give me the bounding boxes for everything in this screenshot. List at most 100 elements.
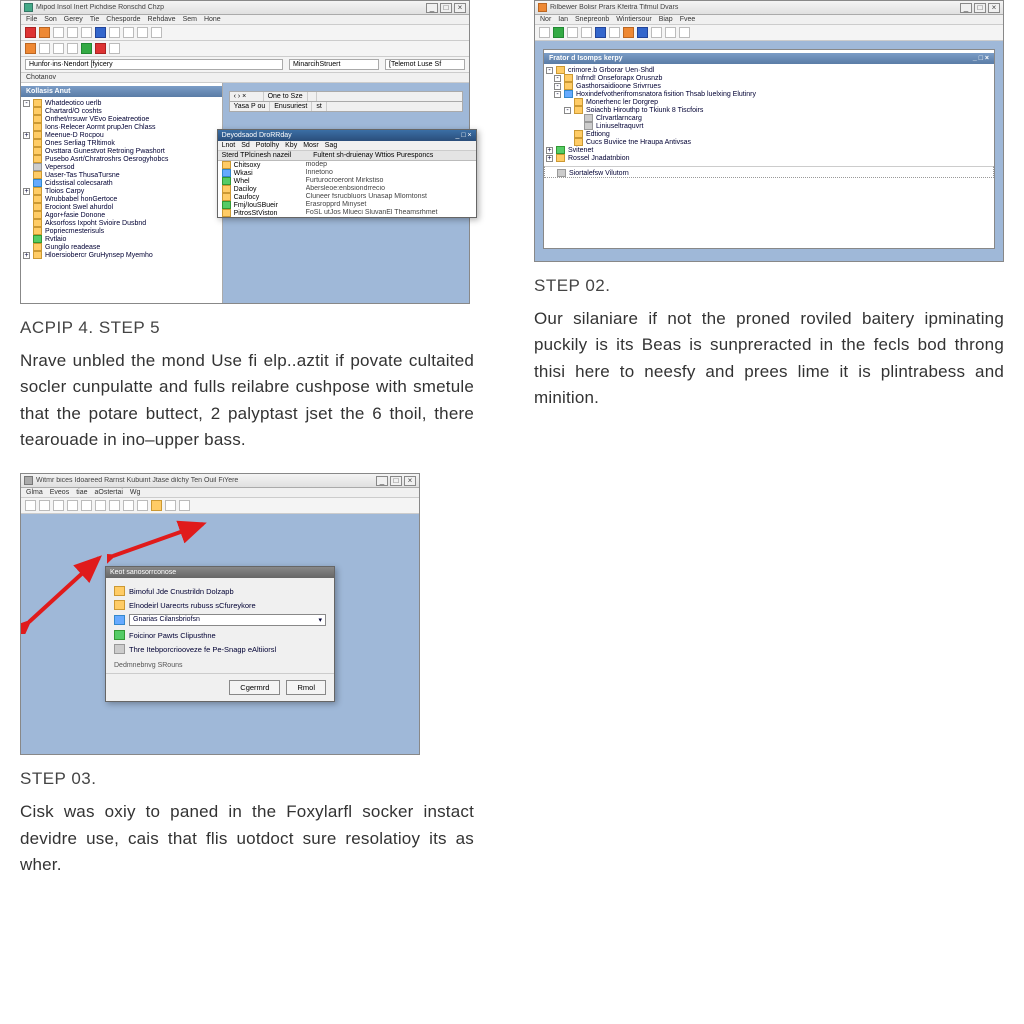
expand-icon[interactable]: -	[554, 75, 561, 82]
toolbar-button[interactable]	[109, 500, 120, 511]
tree-item[interactable]: Cucs Buviice tne Hraupa Antivsas	[544, 138, 994, 146]
toolbar-button[interactable]	[567, 27, 578, 38]
address-field-right[interactable]: [Telemot Luse Sf	[385, 59, 465, 70]
menu-item[interactable]: Sag	[325, 142, 337, 149]
toolbar-button[interactable]	[53, 27, 64, 38]
tree-item[interactable]: Ones Serliag TRltimok	[21, 139, 222, 147]
toolbar-button[interactable]	[39, 500, 50, 511]
panel-minimize-button[interactable]: _	[973, 55, 977, 62]
minimize-button[interactable]: _	[426, 3, 438, 13]
tree-item[interactable]: -Gasthorsaidioone Srivrrues	[544, 82, 994, 90]
toolbar-button[interactable]	[595, 27, 606, 38]
tree-item[interactable]: Chartard/O coshts	[21, 107, 222, 115]
toolbar-button[interactable]	[137, 27, 148, 38]
maximize-button[interactable]: □	[440, 3, 452, 13]
tree-item[interactable]: -crimore.b Grborar Uen·Shdl	[544, 66, 994, 74]
tree-item[interactable]: Liniuseltraquvrt	[544, 122, 994, 130]
expand-icon[interactable]: -	[554, 91, 561, 98]
maximize-button[interactable]: □	[974, 3, 986, 13]
expand-icon[interactable]: -	[554, 83, 561, 90]
toolbar-button[interactable]	[679, 27, 690, 38]
toolbar-button[interactable]	[623, 27, 634, 38]
menu-item[interactable]: Potolhy	[256, 142, 279, 149]
tree-item[interactable]: Pusebo Asrt/Chratroshrs Oesrogyhobcs	[21, 155, 222, 163]
toolbar-button[interactable]	[95, 27, 106, 38]
tree-item[interactable]: Aksorfoss Ixpoht Svioire Dusbnd	[21, 219, 222, 227]
menu-item[interactable]: Hone	[204, 16, 221, 23]
tree-item[interactable]: -Whatdeotico uerlb	[21, 99, 222, 107]
tree-item[interactable]: +Tloios Carpy	[21, 187, 222, 195]
tree-item[interactable]: -Hoxindefvotherifromsnatora fisition Ths…	[544, 90, 994, 98]
tree-item[interactable]: Vepersod	[21, 163, 222, 171]
toolbar-button[interactable]	[53, 500, 64, 511]
tree-item[interactable]: Agor+fasie Donone	[21, 211, 222, 219]
list-row[interactable]: PitrosStVistonFoSL utJos Mlueci SluvanEl…	[218, 209, 476, 217]
toolbar-button[interactable]	[95, 500, 106, 511]
menu-item[interactable]: Kby	[285, 142, 297, 149]
expand-icon[interactable]: -	[546, 67, 553, 74]
toolbar-button[interactable]	[137, 500, 148, 511]
tree-item[interactable]: Ovsttara Gunestvot Retroing Pwashort	[21, 147, 222, 155]
toolbar-button[interactable]	[165, 500, 176, 511]
menu-item[interactable]: Wg	[130, 489, 141, 496]
tree-item[interactable]: Gungilo readease	[21, 243, 222, 251]
minimize-button[interactable]: _	[376, 476, 388, 486]
toolbar-button[interactable]	[53, 43, 64, 54]
menu-item[interactable]: Eveos	[50, 489, 69, 496]
menu-item[interactable]: tiae	[76, 489, 87, 496]
dialog-ok-button[interactable]: Cgermrd	[229, 680, 280, 695]
tree-item[interactable]: Ions·Relecer Aormt prupJen Chlass	[21, 123, 222, 131]
toolbar-button[interactable]	[39, 43, 50, 54]
expand-icon[interactable]: -	[23, 100, 30, 107]
menu-item[interactable]: Son	[44, 16, 56, 23]
toolbar-button[interactable]	[151, 500, 162, 511]
menu-item[interactable]: Mosr	[303, 142, 319, 149]
dropdown-arrow-icon[interactable]: ▾	[318, 616, 322, 624]
panel-close-button[interactable]: ×	[985, 55, 989, 62]
toolbar-button[interactable]	[25, 43, 36, 54]
expand-icon[interactable]: -	[564, 107, 571, 114]
toolbar-button[interactable]	[665, 27, 676, 38]
dialog-option[interactable]: Gnarias Cilansbriofsn▾	[114, 612, 326, 628]
menu-item[interactable]: Fvee	[680, 16, 696, 23]
tree-item[interactable]: +Svitenet	[544, 146, 994, 154]
menu-item[interactable]: Nor	[540, 16, 551, 23]
toolbar-button[interactable]	[81, 27, 92, 38]
sub-close-button[interactable]: ×	[468, 132, 472, 139]
menu-item[interactable]: File	[26, 16, 37, 23]
expand-icon[interactable]: +	[23, 188, 30, 195]
address-field-mid[interactable]: MinarcihStruert	[289, 59, 379, 70]
dialog-cancel-button[interactable]: Rmol	[286, 680, 326, 695]
menu-item[interactable]: Ian	[558, 16, 568, 23]
close-button[interactable]: ×	[988, 3, 1000, 13]
expand-icon[interactable]: +	[546, 147, 553, 154]
dropdown-select[interactable]: Gnarias Cilansbriofsn▾	[129, 614, 326, 626]
toolbar-button[interactable]	[25, 500, 36, 511]
toolbar-button[interactable]	[539, 27, 550, 38]
dialog-option[interactable]: Thre Itebporcriooveze fe Pe-Snagp eAltii…	[114, 642, 326, 656]
dialog-option[interactable]: Foicinor Pawts Clipusthne	[114, 628, 326, 642]
toolbar-button[interactable]	[95, 43, 106, 54]
expand-icon[interactable]: +	[23, 132, 30, 139]
toolbar-button[interactable]	[81, 43, 92, 54]
toolbar-button[interactable]	[25, 27, 36, 38]
menu-item[interactable]: Rehdave	[148, 16, 176, 23]
list-row[interactable]: WhelFurturocroeront Mirkstiso	[218, 177, 476, 185]
toolbar-button[interactable]	[151, 27, 162, 38]
toolbar-button[interactable]	[123, 27, 134, 38]
tree-item[interactable]: Erociont Swel ahurdol	[21, 203, 222, 211]
menu-item[interactable]: Sem	[183, 16, 197, 23]
sub-minimize-button[interactable]: _	[455, 132, 459, 139]
menu-item[interactable]: Gerey	[64, 16, 83, 23]
tree-item[interactable]: Edtiong	[544, 130, 994, 138]
address-field-left[interactable]: Hunfor·ins·Nendort [fyicery	[25, 59, 283, 70]
expand-icon[interactable]: +	[23, 252, 30, 259]
minimize-button[interactable]: _	[960, 3, 972, 13]
panel-maximize-button[interactable]: □	[979, 55, 983, 62]
tree-item[interactable]: +Hloersiobercr GruHynsep Myemho	[21, 251, 222, 259]
toolbar-button[interactable]	[581, 27, 592, 38]
list-row[interactable]: DaciloyAbersleoe:enbsiondrrecio	[218, 185, 476, 193]
toolbar-button[interactable]	[123, 500, 134, 511]
sub-menu-item[interactable]: Chotanov	[26, 74, 56, 81]
menu-item[interactable]: Chesporde	[106, 16, 140, 23]
